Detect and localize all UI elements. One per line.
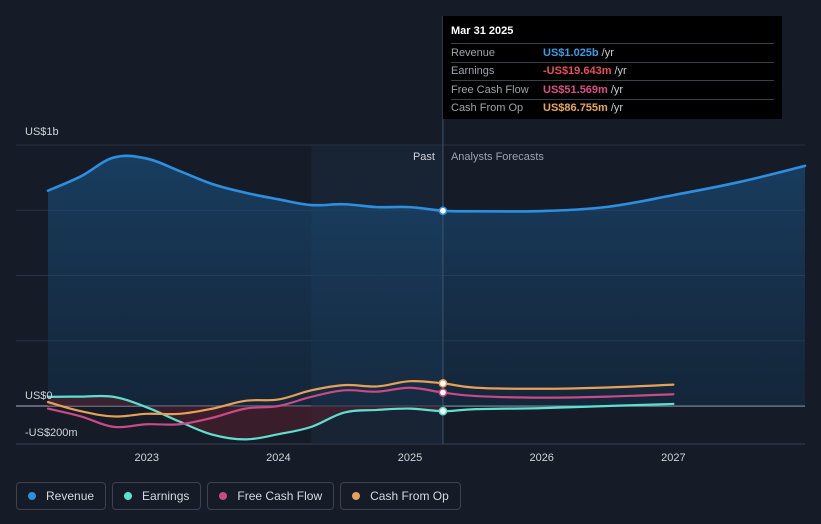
x-tick-label: 2025 bbox=[398, 452, 422, 464]
x-axis-labels: 2023 2024 2025 2026 2027 bbox=[134, 452, 685, 464]
series-line-free-cash-flow bbox=[46, 386, 675, 429]
x-tick-label: 2027 bbox=[661, 452, 685, 464]
forecast-label: Analysts Forecasts bbox=[451, 151, 544, 163]
tooltip-value: -US$19.643m bbox=[543, 65, 612, 78]
tooltip-row-revenue: Revenue US$1.025b /yr bbox=[451, 43, 774, 62]
tooltip-label: Earnings bbox=[451, 65, 495, 78]
tooltip-row-earnings: Earnings -US$19.643m /yr bbox=[451, 61, 774, 81]
tooltip-label: Free Cash Flow bbox=[451, 83, 529, 96]
revenue-area-fill bbox=[48, 155, 805, 406]
past-label: Past bbox=[413, 151, 435, 163]
y-tick-label: -US$200m bbox=[25, 427, 78, 439]
y-axis-labels: US$1b US$0 -US$200m bbox=[25, 126, 78, 439]
tooltip-value: US$51.569m bbox=[543, 83, 608, 96]
tooltip-unit: /yr bbox=[610, 102, 624, 115]
marker-revenue bbox=[438, 206, 448, 216]
legend-label: Cash From Op bbox=[370, 489, 449, 503]
series-line-cash-from-op bbox=[46, 379, 675, 418]
hover-markers bbox=[438, 206, 448, 416]
legend-dot bbox=[124, 492, 133, 500]
legend-label: Earnings bbox=[142, 489, 190, 503]
legend-label: Revenue bbox=[46, 489, 95, 503]
tooltip: Mar 31 2025 Revenue US$1.025b /yr Earnin… bbox=[443, 16, 782, 119]
marker-cash-from-op bbox=[438, 379, 448, 388]
y-tick-label: US$1b bbox=[25, 126, 59, 138]
legend-dot bbox=[28, 492, 36, 500]
tooltip-label: Cash From Op bbox=[451, 102, 524, 115]
tooltip-unit: /yr bbox=[601, 46, 614, 59]
x-tick-label: 2026 bbox=[529, 452, 553, 464]
y-tick-label: US$0 bbox=[25, 390, 53, 402]
tooltip-value: US$1.025b bbox=[543, 46, 599, 59]
tooltip-date: Mar 31 2025 bbox=[451, 25, 514, 37]
legend-dot bbox=[219, 492, 228, 500]
legend-dot bbox=[352, 492, 361, 500]
tooltip-value: US$86.755m bbox=[543, 102, 608, 115]
tooltip-label: Revenue bbox=[451, 46, 496, 59]
legend-item-revenue[interactable]: Revenue bbox=[16, 482, 107, 510]
revenue-area bbox=[48, 155, 805, 406]
marker-earnings bbox=[438, 406, 448, 416]
tooltip-row-cash-from-op: Cash From Op US$86.755m /yr bbox=[451, 98, 774, 118]
series-line-revenue bbox=[46, 154, 807, 213]
marker-free-cash-flow bbox=[438, 388, 448, 397]
x-tick-label: 2024 bbox=[266, 452, 290, 464]
tooltip-row-free-cash-flow: Free Cash Flow US$51.569m /yr bbox=[451, 80, 774, 99]
legend-item-free-cash-flow[interactable]: Free Cash Flow bbox=[207, 482, 335, 510]
series-lines bbox=[46, 154, 807, 441]
x-tick-label: 2023 bbox=[134, 452, 158, 464]
tooltip-unit: /yr bbox=[610, 83, 624, 96]
legend-label: Free Cash Flow bbox=[237, 489, 323, 503]
tooltip-unit: /yr bbox=[614, 65, 627, 78]
legend-item-earnings[interactable]: Earnings bbox=[112, 482, 202, 510]
series-line-earnings bbox=[46, 394, 675, 441]
legend-item-cash-from-op[interactable]: Cash From Op bbox=[340, 482, 461, 510]
legend: Revenue Earnings Free Cash Flow Cash Fro… bbox=[16, 482, 461, 512]
